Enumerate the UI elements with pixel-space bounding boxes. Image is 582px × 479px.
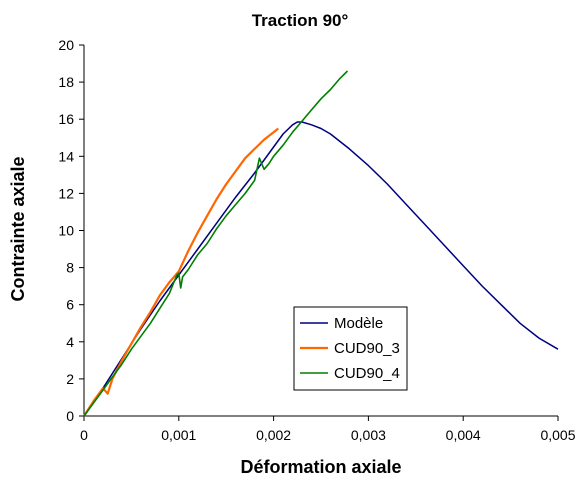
x-tick-label: 0,004 <box>446 427 481 443</box>
y-axis-label: Contrainte axiale <box>8 156 28 301</box>
y-tick-label: 10 <box>58 223 74 239</box>
y-tick-label: 14 <box>58 148 74 164</box>
y-tick-label: 20 <box>58 37 74 53</box>
legend: Modèle CUD90_3 CUD90_4 <box>293 306 408 391</box>
y-tick-label: 2 <box>66 371 74 387</box>
x-axis-label: Déformation axiale <box>240 457 401 477</box>
y-tick-label: 0 <box>66 408 74 424</box>
x-tick-label: 0,001 <box>161 427 196 443</box>
y-tick-label: 18 <box>58 74 74 90</box>
y-tick-label: 4 <box>66 334 74 350</box>
x-tick-label: 0,005 <box>540 427 575 443</box>
chart-title: Traction 90° <box>252 11 349 30</box>
y-tick-label: 12 <box>58 185 74 201</box>
legend-label: CUD90_4 <box>334 365 400 382</box>
axes: 0 2 4 6 8 10 12 14 16 18 20 0 0,001 0,002 0,003 0,004 0,… <box>58 37 575 443</box>
x-tick-label: 0,002 <box>256 427 291 443</box>
y-tick-label: 16 <box>58 111 74 127</box>
legend-label: Modèle <box>334 315 383 332</box>
x-tick-label: 0 <box>80 427 88 443</box>
series-line-cud90-3 <box>83 127 279 417</box>
y-tick-label: 6 <box>66 297 74 313</box>
legend-label: CUD90_3 <box>334 340 400 357</box>
y-tick-label: 8 <box>66 260 74 276</box>
series-line-cud90-4 <box>83 70 349 417</box>
x-tick-label: 0,003 <box>351 427 386 443</box>
series-group <box>83 70 559 417</box>
